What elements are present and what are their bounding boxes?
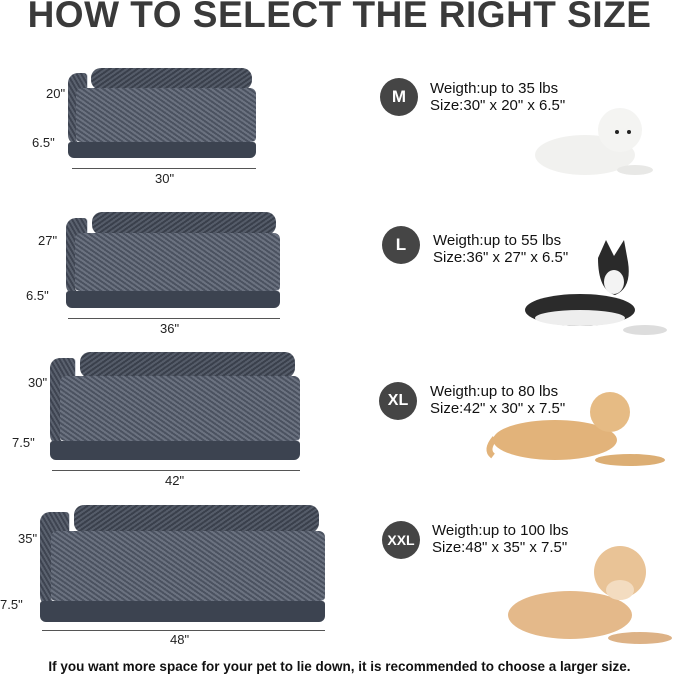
bed-image-xl	[50, 352, 300, 460]
size-badge: L	[382, 226, 420, 264]
height-label: 6.5"	[32, 135, 55, 150]
length-label: 36"	[160, 321, 180, 336]
dog-image-m	[535, 108, 653, 175]
size-badge: XL	[379, 382, 417, 420]
size-badge: XXL	[382, 521, 420, 559]
bed-image-xxl	[40, 505, 325, 622]
depth-label: 30"	[28, 375, 48, 390]
length-label: 48"	[170, 632, 190, 647]
size-info: Weigth:up to 80 lbs Size:42" x 30" x 7.5"	[430, 383, 565, 417]
footer-note: If you want more space for your pet to l…	[48, 659, 631, 674]
size-info: Weigth:up to 100 lbs Size:48" x 35" x 7.5…	[432, 522, 568, 556]
height-label: 7.5"	[12, 435, 35, 450]
dog-image-xxl	[508, 546, 672, 644]
bed-image-m	[68, 68, 256, 158]
size-info: Weigth:up to 55 lbs Size:36" x 27" x 6.5"	[433, 232, 568, 266]
height-label: 7.5"	[0, 597, 23, 612]
weight-text: Weigth:up to 80 lbs	[430, 383, 559, 400]
dimensions-text: Size:30" x 20" x 6.5"	[430, 97, 566, 114]
dog-image-l	[525, 240, 667, 335]
depth-label: 20"	[46, 86, 66, 101]
height-label: 6.5"	[26, 288, 49, 303]
weight-text: Weigth:up to 35 lbs	[430, 80, 559, 97]
dimensions-text: Size:42" x 30" x 7.5"	[430, 400, 566, 417]
bed-image-l	[66, 212, 280, 308]
dimensions-text: Size:36" x 27" x 6.5"	[433, 249, 569, 266]
weight-text: Weigth:up to 100 lbs	[432, 522, 569, 539]
depth-label: 35"	[18, 531, 38, 546]
depth-label: 27"	[38, 233, 58, 248]
dog-image-xl	[486, 392, 665, 466]
page-title: HOW TO SELECT THE RIGHT SIZE	[27, 0, 652, 35]
size-badge: M	[380, 78, 418, 116]
weight-text: Weigth:up to 55 lbs	[433, 232, 562, 249]
length-label: 30"	[155, 171, 175, 186]
dimensions-text: Size:48" x 35" x 7.5"	[432, 539, 568, 556]
size-info: Weigth:up to 35 lbs Size:30" x 20" x 6.5"	[430, 80, 565, 114]
length-label: 42"	[165, 473, 185, 488]
